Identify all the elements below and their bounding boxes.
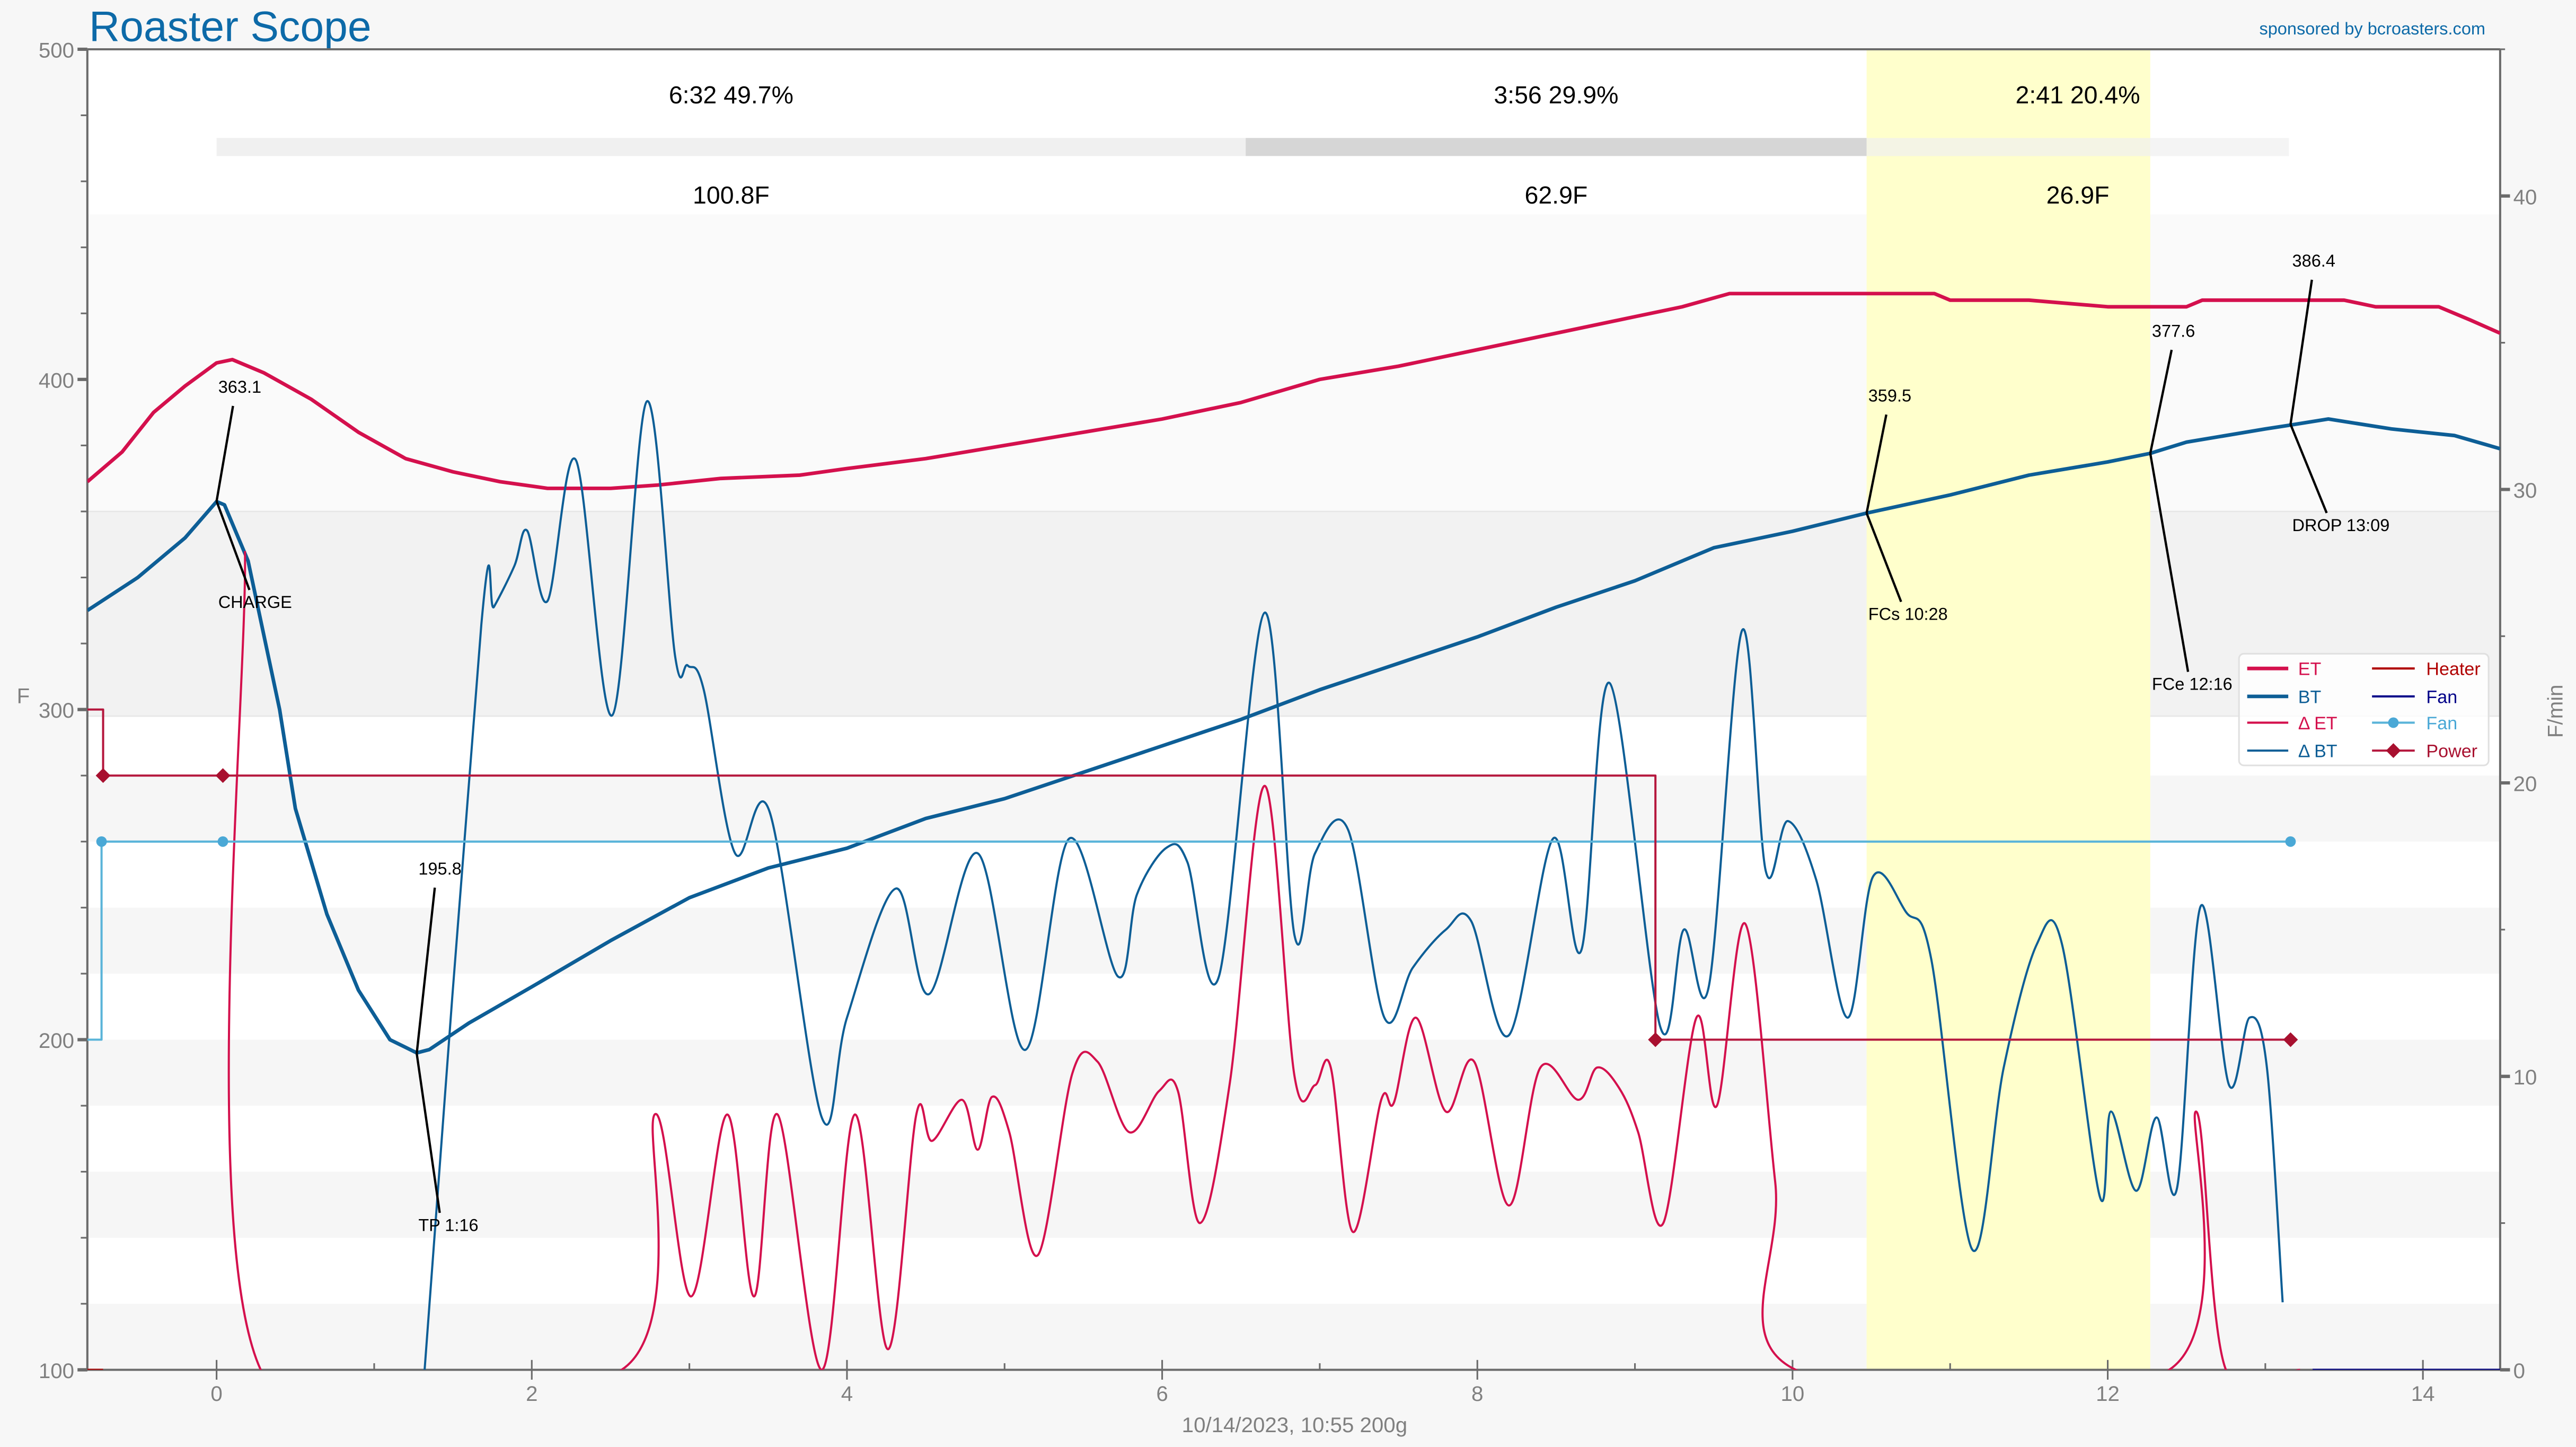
first-crack-band xyxy=(1866,49,2150,1370)
event-label: FCe 12:16 xyxy=(2152,675,2233,694)
series-power-line xyxy=(87,708,2291,1041)
event-label: TP 1:16 xyxy=(418,1215,478,1234)
phase-temp-rise: 26.9F xyxy=(2046,181,2110,209)
event-value: 377.6 xyxy=(2152,321,2195,340)
event-value: 359.5 xyxy=(1868,386,1911,405)
y2-tick-label: 30 xyxy=(2513,479,2537,502)
legend-item-et[interactable]: ET xyxy=(2247,659,2322,680)
legend-item-heater[interactable]: Heater xyxy=(2372,659,2481,680)
phase-bar-segment xyxy=(1246,138,1867,156)
fan-marker xyxy=(217,836,228,847)
phase-bar-segment xyxy=(1866,138,2289,156)
y-tick-label: 300 xyxy=(39,699,74,722)
x-tick-label: 12 xyxy=(2096,1382,2120,1406)
plot-background xyxy=(86,49,2501,1370)
event-leader-line xyxy=(1865,414,1887,514)
fan-marker xyxy=(2285,836,2296,847)
event-leader-line xyxy=(416,887,436,1054)
fan-marker xyxy=(96,836,107,847)
legend-item-bt[interactable]: BT xyxy=(2247,687,2322,707)
series-et-line xyxy=(227,551,2300,1370)
legend-box xyxy=(2238,652,2490,766)
power-marker xyxy=(215,768,231,783)
phase-duration: 3:56 29.9% xyxy=(1494,81,1618,109)
x-tick-label: 4 xyxy=(841,1382,853,1406)
phase-duration: 2:41 20.4% xyxy=(2015,81,2140,109)
legend-label: Fan xyxy=(2426,713,2457,734)
legend-label: Heater xyxy=(2426,659,2480,680)
legend-item-fan-setting[interactable]: Fan xyxy=(2372,713,2457,734)
legend-label: ET xyxy=(2298,659,2322,680)
series-et-line xyxy=(87,292,2500,490)
event-label: FCs 10:28 xyxy=(1868,604,1948,623)
event-leader-line xyxy=(416,1053,441,1213)
phase-temp-rise: 100.8F xyxy=(693,181,770,209)
app-title: Roaster Scope xyxy=(89,3,372,50)
series-fan-line xyxy=(87,840,2291,1041)
x-tick-label: 2 xyxy=(526,1382,537,1406)
phase-header: 6:32 49.7% 100.8F 3:56 29.9% 62.9F 2:41 20.4… xyxy=(216,81,2289,209)
legend-label: Fan xyxy=(2426,687,2457,707)
event-leader-line xyxy=(1865,513,1902,603)
y2-tick-label: 20 xyxy=(2513,772,2537,796)
y-tick-label: 100 xyxy=(39,1359,74,1383)
legend-label: Δ ET xyxy=(2298,713,2337,734)
footer-info: 10/14/2023, 10:55 200g xyxy=(1182,1413,1407,1437)
legend-item-delta-et[interactable]: Δ ET xyxy=(2247,713,2337,734)
power-marker xyxy=(2283,1032,2298,1047)
sponsor-link[interactable]: sponsored by bcroasters.com xyxy=(2259,19,2485,38)
event-leader-line xyxy=(2289,279,2313,425)
event-leader-line xyxy=(215,500,251,590)
y-tick-label: 400 xyxy=(39,368,74,392)
event-leader-line xyxy=(2289,423,2328,514)
legend-label: Power xyxy=(2426,742,2477,762)
power-marker xyxy=(95,768,111,783)
event-annotations: 363.1 CHARGE 195.8 TP 1:16 359.5 FCs 10:28 377… xyxy=(215,251,2390,1234)
event-value: 195.8 xyxy=(418,859,461,878)
series-layer xyxy=(87,292,2500,1370)
x-tick-label: 8 xyxy=(1471,1382,1483,1406)
event-label: DROP 13:09 xyxy=(2292,516,2390,535)
x-tick-label: 10 xyxy=(1780,1382,1804,1406)
x-tick-label: 0 xyxy=(210,1382,222,1406)
event-leader-line xyxy=(2149,349,2173,454)
y-axis-label: F xyxy=(17,684,30,708)
x-tick-label: 14 xyxy=(2411,1382,2435,1406)
x-tick-label: 6 xyxy=(1156,1382,1168,1406)
y2-axis-label: F/min xyxy=(2544,684,2568,738)
legend-label: Δ BT xyxy=(2298,742,2337,762)
legend-label: BT xyxy=(2298,687,2322,707)
y2-tick-label: 10 xyxy=(2513,1065,2537,1089)
series-bt-line xyxy=(424,400,2284,1370)
y-tick-label: 500 xyxy=(39,38,74,62)
event-value: 386.4 xyxy=(2292,251,2335,270)
circle-marker-icon xyxy=(2388,717,2399,728)
event-label: CHARGE xyxy=(218,593,292,612)
legend-item-fan[interactable]: Fan xyxy=(2372,687,2457,707)
legend-item-delta-bt[interactable]: Δ BT xyxy=(2247,742,2337,762)
y-tick-label: 200 xyxy=(39,1029,74,1053)
phase-temp-rise: 62.9F xyxy=(1524,181,1587,209)
y2-tick-label: 40 xyxy=(2513,185,2537,209)
phase-duration: 6:32 49.7% xyxy=(669,81,793,109)
event-leader-line xyxy=(215,405,234,502)
y2-tick-label: 0 xyxy=(2513,1359,2525,1383)
phase-bar-segment xyxy=(216,138,1246,156)
event-value: 363.1 xyxy=(218,377,261,396)
series-bt-line xyxy=(87,417,2500,1055)
power-marker xyxy=(1648,1032,1663,1047)
event-leader-line xyxy=(2149,453,2190,672)
legend: ET BT Δ ET Δ BT Heater Fan Fan xyxy=(2238,652,2490,766)
